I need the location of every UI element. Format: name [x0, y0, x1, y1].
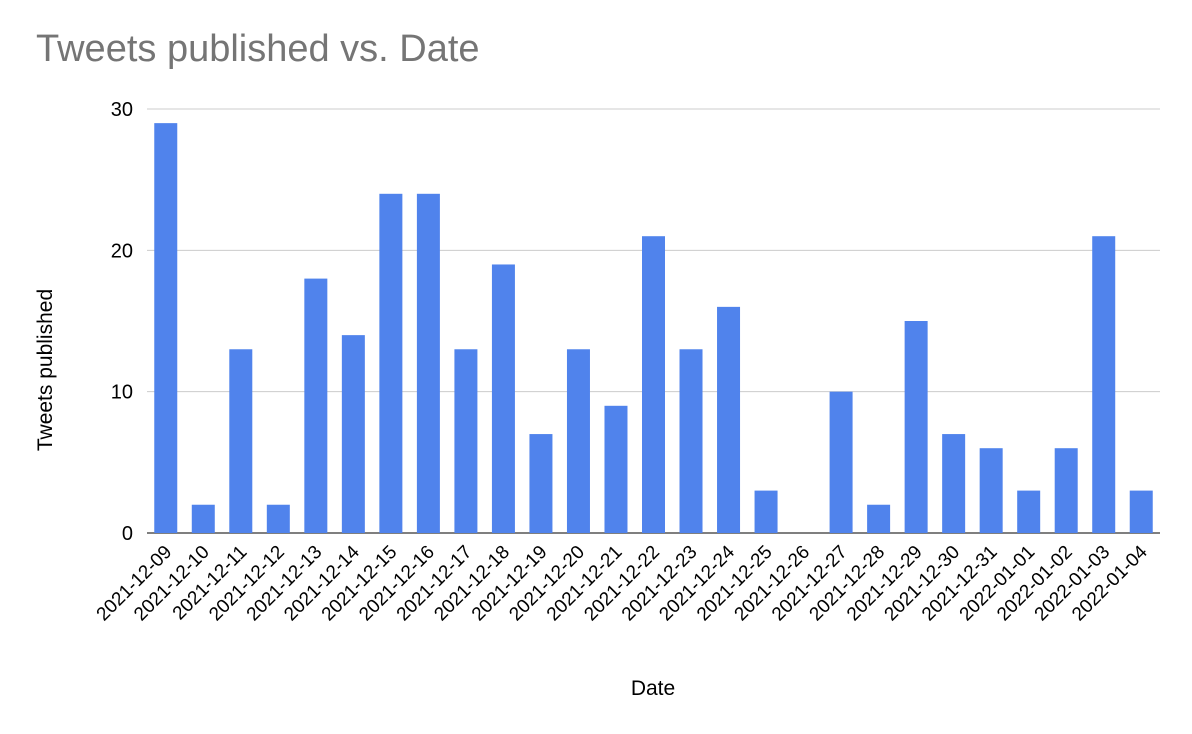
bar — [904, 321, 928, 533]
bar — [416, 193, 440, 534]
bar — [304, 278, 328, 533]
bars — [154, 123, 1153, 534]
y-tick-label: 20 — [111, 240, 133, 262]
bar — [642, 236, 665, 533]
x-axis-ticks: 2021-12-092021-12-102021-12-112021-12-12… — [93, 541, 1152, 625]
bar — [1092, 236, 1116, 533]
bar — [154, 123, 178, 533]
bar — [754, 490, 778, 533]
bar — [679, 349, 703, 533]
bar — [867, 504, 891, 533]
y-axis-ticks: 0 10 20 30 — [111, 99, 133, 545]
bar — [1054, 448, 1078, 533]
bar — [1129, 490, 1153, 533]
bar — [341, 335, 365, 533]
bar — [979, 448, 1003, 533]
bar — [229, 349, 253, 533]
y-tick-label: 0 — [122, 523, 133, 545]
bar — [942, 434, 966, 533]
bar — [829, 391, 853, 533]
bar — [266, 504, 290, 533]
bar — [604, 405, 628, 533]
chart-title: Tweets published vs. Date — [36, 28, 480, 70]
y-tick-label: 30 — [111, 99, 133, 121]
x-axis-title: Date — [631, 677, 675, 700]
bar — [717, 306, 741, 533]
y-axis-title: Tweets published — [34, 289, 57, 451]
bar — [1017, 490, 1041, 533]
bar — [491, 264, 515, 533]
y-tick-label: 10 — [111, 382, 133, 404]
bar — [454, 349, 478, 533]
bar — [529, 434, 553, 533]
bar — [566, 349, 590, 533]
bar — [379, 193, 403, 534]
bar — [191, 504, 215, 533]
